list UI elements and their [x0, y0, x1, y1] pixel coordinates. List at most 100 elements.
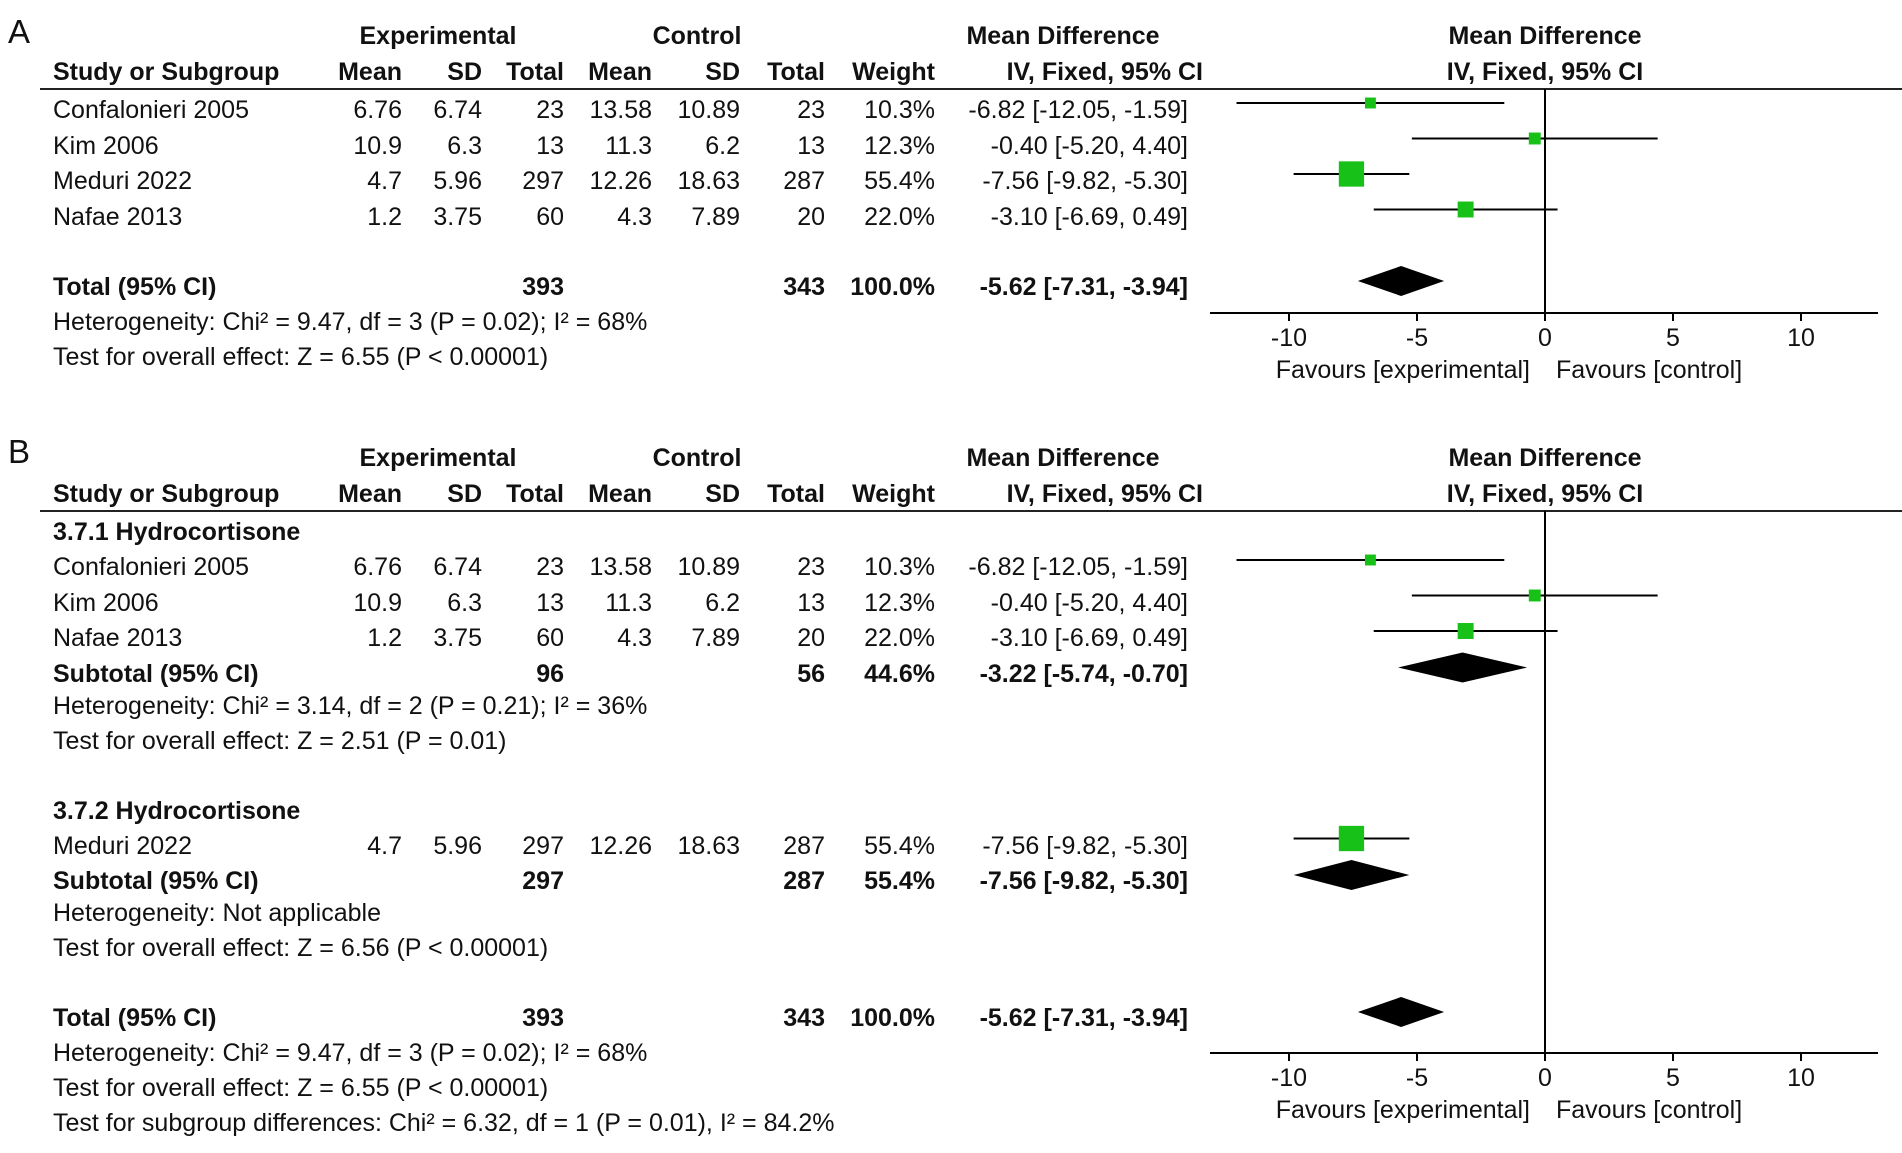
forest-plot-panel-a: A Experimental Control Mean Difference Mean … [0, 0, 1902, 420]
exp-sd-value: 5.96 [433, 831, 482, 860]
total-label: Total (95% CI) [53, 273, 217, 301]
exp-mean-header: Mean [338, 480, 402, 508]
exp-mean-value: 4.7 [367, 831, 402, 860]
md-text-header: Mean Difference [966, 444, 1160, 472]
statistics-note: Heterogeneity: Chi² = 9.47, df = 3 (P = … [53, 1039, 648, 1067]
weight-header: Weight [852, 480, 935, 508]
exp-sd-value: 3.75 [433, 202, 482, 231]
exp-mean-value: 4.7 [367, 167, 402, 195]
exp-sd-value: 5.96 [433, 167, 482, 195]
weight-header: Weight [852, 58, 935, 86]
x-tick-label: 0 [1538, 324, 1552, 352]
ci-plot-header: IV, Fixed, 95% CI [1446, 58, 1644, 86]
exp-sd-value: 6.74 [433, 553, 482, 581]
ctrl-total-value: 13 [797, 131, 825, 160]
md-plot-header: Mean Difference [1448, 22, 1642, 50]
total-ctrl-total: 343 [783, 273, 825, 301]
exp-total-value: 23 [536, 553, 564, 581]
study-weight-square [1364, 554, 1376, 566]
statistics-note: Test for overall effect: Z = 6.55 (P < 0… [53, 1074, 549, 1102]
study-weight-square [1457, 201, 1474, 218]
forest-plot-svg: -10 -5 0 5 10 Favours [experimental] Favours [… [1210, 89, 1878, 384]
ctrl-mean-value: 11.3 [605, 131, 652, 160]
exp-sd-value: 6.74 [433, 96, 482, 124]
study-name: Confalonieri 2005 [53, 96, 249, 124]
total-exp-total: 393 [522, 1004, 564, 1032]
x-tick-label: -10 [1271, 1064, 1307, 1092]
ctrl-mean-value: 11.3 [605, 588, 652, 617]
weight-value: 55.4% [864, 831, 935, 860]
x-tick-label: 5 [1666, 1064, 1680, 1092]
study-column-header: Study or Subgroup [53, 480, 280, 508]
total-ci-value: -5.62 [-7.31, -3.94] [979, 1004, 1188, 1032]
ctrl-total-value: 20 [797, 624, 825, 652]
statistics-note: Test for subgroup differences: Chi² = 6.… [53, 1109, 835, 1137]
total-ci-value: -5.62 [-7.31, -3.94] [979, 273, 1188, 301]
weight-value: 22.0% [864, 202, 935, 231]
ctrl-sd-value: 18.63 [677, 831, 740, 860]
subtotal-label: Subtotal (95% CI) [53, 867, 259, 895]
exp-total-value: 23 [536, 96, 564, 124]
panel-label: A [8, 13, 31, 50]
ci-value: -7.56 [-9.82, -5.30] [982, 167, 1188, 195]
favours-experimental-label: Favours [experimental] [1276, 356, 1530, 384]
weight-value: 22.0% [864, 624, 935, 652]
subtotal-weight: 44.6% [864, 659, 935, 688]
ctrl-total-value: 23 [797, 96, 825, 124]
study-name: Kim 2006 [53, 131, 159, 160]
study-weight-square [1364, 97, 1376, 109]
exp-mean-value: 10.9 [353, 588, 402, 617]
ctrl-total-value: 13 [797, 588, 825, 617]
ci-text-header: IV, Fixed, 95% CI [1006, 58, 1203, 86]
exp-mean-value: 1.2 [367, 624, 402, 652]
study-weight-square [1338, 825, 1365, 852]
subtotal-diamond [1398, 652, 1528, 683]
x-tick-label: 10 [1787, 324, 1815, 352]
exp-mean-value: 6.76 [353, 553, 402, 581]
ci-value: -7.56 [-9.82, -5.30] [982, 831, 1188, 860]
study-name: Nafae 2013 [53, 202, 183, 231]
ctrl-sd-value: 7.89 [691, 202, 740, 231]
forest-plot-svg: -10 -5 0 5 10 Favours [experimental] Favours [… [1210, 511, 1878, 1124]
ci-value: -3.10 [-6.69, 0.49] [990, 624, 1188, 652]
ctrl-mean-header: Mean [588, 480, 652, 508]
total-diamond [1357, 997, 1445, 1027]
ctrl-total-header: Total [767, 480, 825, 508]
statistics-note: Test for overall effect: Z = 6.56 (P < 0… [53, 934, 549, 962]
weight-value: 12.3% [864, 588, 935, 617]
x-tick-label: -5 [1406, 1064, 1428, 1092]
x-tick-label: -10 [1271, 324, 1307, 352]
weight-value: 12.3% [864, 131, 935, 160]
exp-sd-value: 3.75 [433, 624, 482, 652]
exp-mean-value: 10.9 [353, 131, 402, 160]
ci-value: -0.40 [-5.20, 4.40] [990, 588, 1188, 617]
exp-sd-header: SD [447, 58, 482, 86]
ctrl-total-value: 287 [783, 831, 825, 860]
subgroup-heading: 3.7.1 Hydrocortisone [53, 518, 301, 546]
study-name: Meduri 2022 [53, 831, 192, 860]
x-tick-label: -5 [1406, 324, 1428, 352]
favours-experimental-label: Favours [experimental] [1276, 1096, 1530, 1124]
exp-mean-value: 1.2 [367, 202, 402, 231]
exp-total-value: 297 [522, 167, 564, 195]
statistics-note: Heterogeneity: Not applicable [53, 899, 381, 927]
statistics-note: Test for overall effect: Z = 2.51 (P = 0… [53, 726, 507, 755]
panel-label: B [8, 433, 31, 470]
exp-sd-value: 6.3 [447, 131, 482, 160]
total-ctrl-total: 343 [783, 1004, 825, 1032]
subgroup-heading: 3.7.2 Hydrocortisone [53, 796, 301, 825]
exp-sd-value: 6.3 [447, 588, 482, 617]
study-weight-square [1338, 161, 1365, 187]
exp-mean-header: Mean [338, 58, 402, 86]
study-name: Confalonieri 2005 [53, 553, 249, 581]
ctrl-sd-value: 10.89 [677, 553, 740, 581]
exp-total-value: 60 [536, 202, 564, 231]
ctrl-mean-value: 13.58 [589, 553, 652, 581]
subtotal-ctrl-total: 56 [797, 659, 825, 688]
study-weight-square [1457, 623, 1474, 639]
subtotal-exp-total: 96 [536, 659, 564, 688]
ctrl-mean-value: 4.3 [617, 202, 652, 231]
exp-total-value: 60 [536, 624, 564, 652]
subtotal-ci-value: -7.56 [-9.82, -5.30] [979, 867, 1188, 895]
ctrl-sd-value: 7.89 [691, 624, 740, 652]
